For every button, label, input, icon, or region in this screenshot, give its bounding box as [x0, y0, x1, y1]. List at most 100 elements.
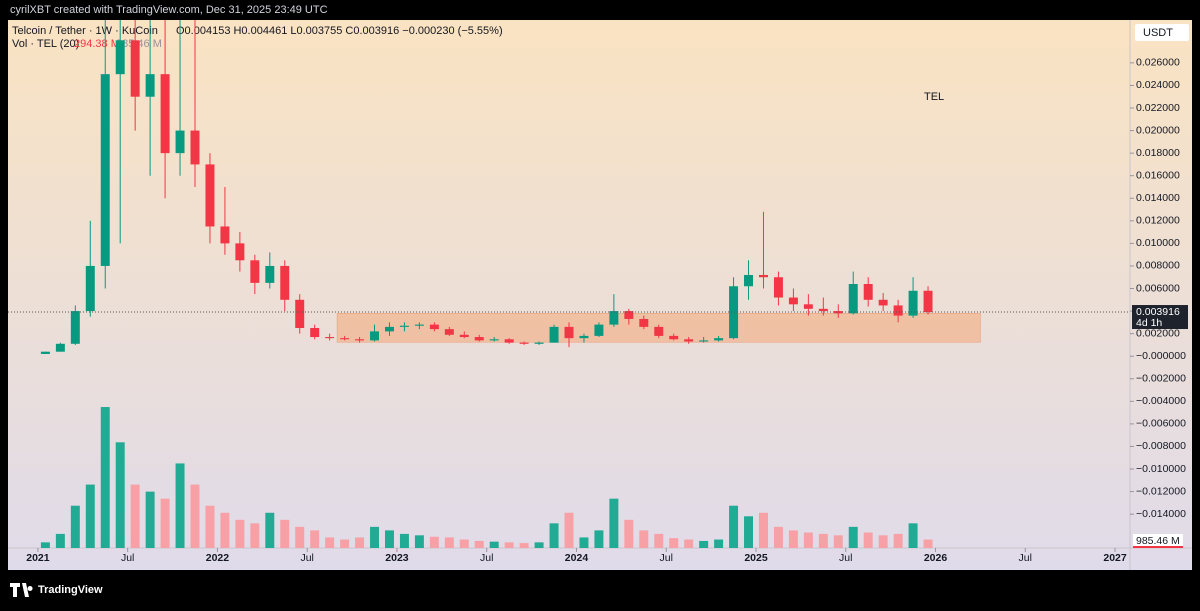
volume-bar — [833, 535, 843, 548]
annotation: TEL — [924, 91, 944, 103]
x-tick-label: Jul — [300, 552, 313, 564]
candle-body — [280, 265, 290, 300]
volume-bar — [160, 498, 170, 548]
volume-bar — [115, 442, 125, 548]
brand-logo — [10, 583, 33, 597]
x-tick-label: 2023 — [385, 552, 409, 564]
volume-bar — [235, 519, 245, 548]
volume-bar — [489, 541, 499, 548]
y-tick-label: 0.014000 — [1136, 192, 1180, 204]
candle-body — [459, 334, 469, 338]
volume-bar — [624, 519, 634, 548]
candle-body — [669, 335, 679, 340]
volume-bar — [788, 530, 798, 548]
x-tick-label: Jul — [839, 552, 852, 564]
x-tick-label: 2026 — [924, 552, 948, 564]
candle-body — [893, 305, 903, 316]
volume-bar — [355, 537, 365, 548]
candle-body — [190, 130, 200, 165]
candle-body — [504, 339, 514, 343]
candle-body — [848, 284, 858, 314]
x-tick-label: Jul — [1019, 552, 1032, 564]
countdown: 4d 1h — [1136, 317, 1162, 329]
watermark: cyrilXBT created with TradingView.com, D… — [10, 4, 328, 16]
plot — [40, 20, 981, 548]
x-tick-label: Jul — [660, 552, 673, 564]
y-tick-label: 0.006000 — [1136, 282, 1180, 294]
volume-bar — [175, 463, 185, 548]
candle-body — [818, 308, 828, 312]
candle-body — [250, 260, 260, 283]
candle-body — [624, 311, 634, 319]
candle-body — [100, 74, 110, 266]
y-tick-label: −0.000000 — [1136, 350, 1186, 362]
candle-body — [684, 339, 694, 342]
volume-bar — [70, 505, 80, 548]
y-tick-label: 0.002000 — [1136, 327, 1180, 339]
volume-bar — [370, 526, 380, 548]
symbol: Telcoin / Tether · 1W · KuCoin — [12, 25, 158, 37]
volume-bar — [40, 542, 50, 548]
candle-body — [384, 326, 394, 332]
volume-ma-box — [1133, 534, 1183, 548]
y-tick-label: −0.002000 — [1136, 373, 1186, 385]
volume-bar — [205, 505, 215, 548]
volume-bar — [85, 484, 95, 548]
volume-bar — [923, 539, 933, 548]
candle-body — [429, 324, 439, 330]
volume-bar — [848, 526, 858, 548]
volume-bar — [414, 535, 424, 548]
volume-bar — [893, 533, 903, 548]
volume-bar — [459, 539, 469, 548]
volume-bar — [714, 539, 724, 548]
volume-bar — [280, 519, 290, 548]
chart-background — [8, 20, 1192, 570]
volume-bar — [519, 543, 529, 548]
volume-ma-axis-label: 985.46 M — [1136, 535, 1180, 547]
volume-bar — [250, 523, 260, 548]
candle-body — [519, 342, 529, 344]
volume-bar — [444, 537, 454, 548]
volume-bar — [474, 540, 484, 548]
currency-box[interactable] — [1135, 24, 1189, 41]
y-tick-label: −0.014000 — [1136, 508, 1186, 520]
candle-body — [714, 338, 724, 341]
candle-body — [40, 351, 50, 354]
currency[interactable]: USDT — [1143, 27, 1173, 39]
candle-body — [70, 311, 80, 344]
candle-body — [130, 40, 140, 97]
y-tick-label: 0.022000 — [1136, 102, 1180, 114]
candle-body — [175, 130, 185, 154]
candle-body — [444, 329, 454, 335]
candle-body — [489, 339, 499, 341]
candle-body — [833, 311, 843, 314]
candle-body — [265, 265, 275, 283]
candle-body — [340, 338, 350, 340]
volume-bar — [340, 539, 350, 548]
y-tick-label: 0.024000 — [1136, 79, 1180, 91]
volume-legend: Vol · TEL (20) — [12, 38, 79, 50]
candle-body — [235, 243, 245, 261]
volume-bar — [729, 505, 739, 548]
candle-body — [744, 274, 754, 287]
candle-body — [115, 40, 125, 75]
candle-body — [220, 226, 230, 244]
volume-bar — [190, 484, 200, 548]
volume-bar — [803, 532, 813, 548]
volume-bar — [908, 523, 918, 548]
y-tick-label: −0.004000 — [1136, 395, 1186, 407]
x-tick-label: 2025 — [744, 552, 768, 564]
candle-body — [788, 297, 798, 305]
volume-bar — [429, 536, 439, 548]
candle-body — [399, 325, 409, 327]
y-tick-label: 0.008000 — [1136, 260, 1180, 272]
volume-bar — [669, 538, 679, 548]
y-tick-label: 0.020000 — [1136, 124, 1180, 136]
volume-bar — [399, 533, 409, 548]
volume-bar — [549, 523, 559, 548]
candle-body — [564, 326, 574, 339]
volume-bar — [55, 533, 65, 548]
volume-bar — [295, 526, 305, 548]
volume-bar — [579, 537, 589, 548]
